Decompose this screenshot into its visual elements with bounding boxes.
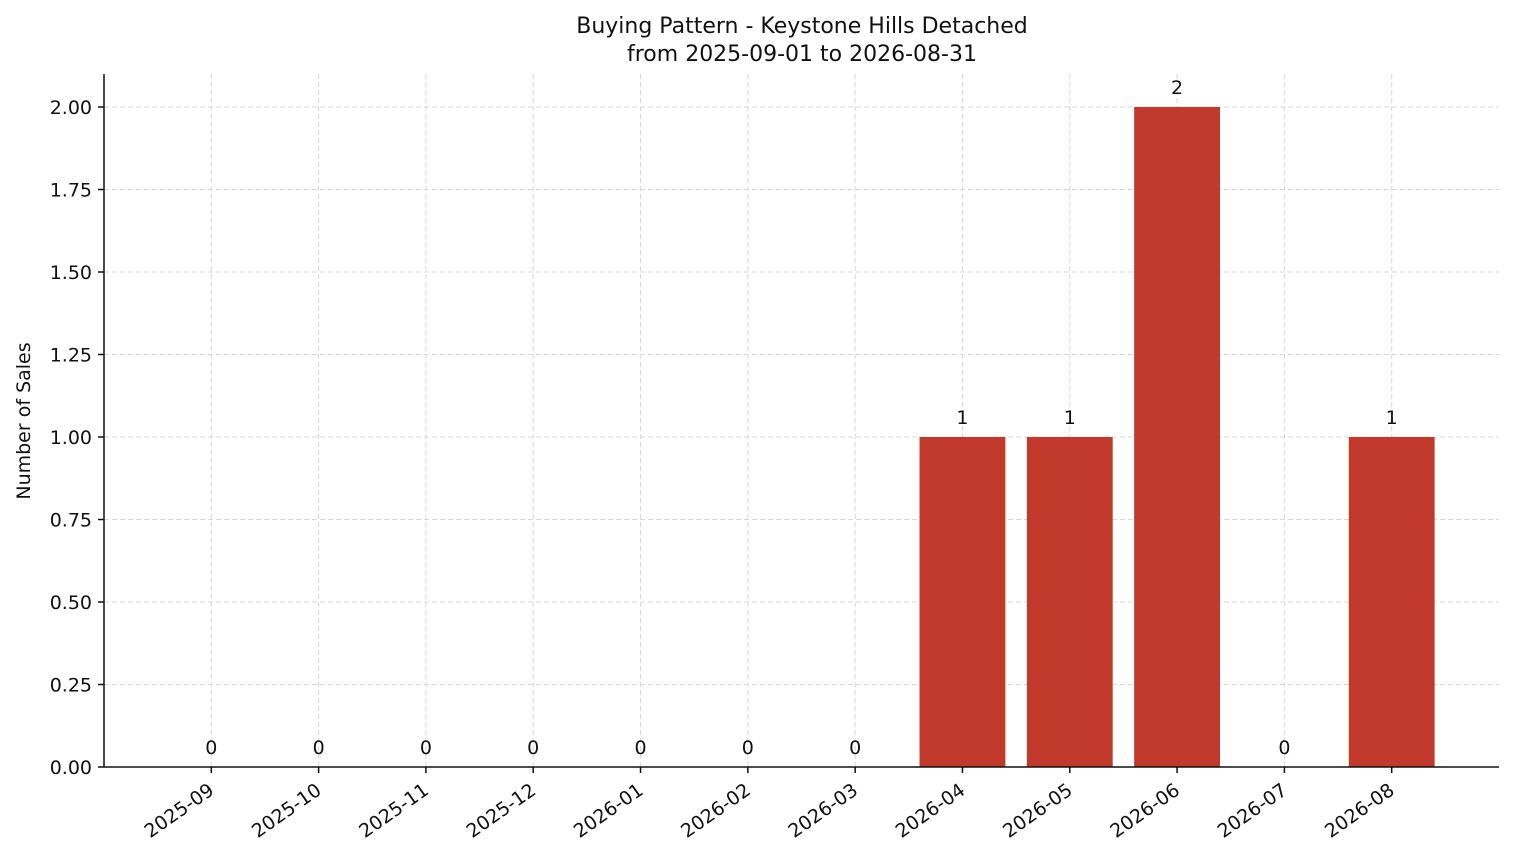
value-label: 1 xyxy=(1064,407,1076,429)
value-label: 0 xyxy=(742,737,754,759)
value-label: 1 xyxy=(1386,407,1398,429)
x-tick-label: 2026-05 xyxy=(999,779,1077,843)
x-tick-label: 2026-07 xyxy=(1214,779,1292,843)
y-tick-label: 0.25 xyxy=(50,675,92,697)
x-tick-label: 2025-11 xyxy=(355,779,433,843)
y-tick-label: 0.75 xyxy=(50,510,92,532)
value-label: 1 xyxy=(956,407,968,429)
bar xyxy=(1026,437,1113,767)
y-tick-label: 1.00 xyxy=(50,427,92,449)
x-tick-label: 2026-06 xyxy=(1106,779,1184,843)
value-label: 2 xyxy=(1171,77,1183,99)
x-tick-label: 2026-03 xyxy=(784,779,862,843)
x-tick-label: 2026-04 xyxy=(892,779,970,843)
y-tick-label: 1.50 xyxy=(50,262,92,284)
grid xyxy=(104,74,1499,768)
value-label: 0 xyxy=(527,737,539,759)
x-tick-label: 2026-01 xyxy=(570,779,648,843)
plot-area xyxy=(919,107,1435,767)
y-tick-label: 0.00 xyxy=(50,757,92,779)
y-tick-label: 1.75 xyxy=(50,180,92,202)
value-label: 0 xyxy=(420,737,432,759)
bar xyxy=(1134,107,1220,767)
x-tick-label: 2026-02 xyxy=(677,779,755,843)
value-label: 0 xyxy=(313,737,325,759)
y-tick-label: 2.00 xyxy=(50,97,92,119)
x-tick-label: 2026-08 xyxy=(1321,779,1399,843)
value-label: 0 xyxy=(634,737,646,759)
x-tick-label: 2025-12 xyxy=(462,779,540,843)
x-tick-label: 2025-09 xyxy=(141,779,219,843)
chart-subtitle: from 2025-09-01 to 2026-08-31 xyxy=(627,42,977,67)
value-label: 0 xyxy=(205,737,217,759)
bar xyxy=(919,437,1006,767)
y-tick-label: 0.50 xyxy=(50,592,92,614)
x-tick-label: 2025-10 xyxy=(248,779,326,843)
value-label: 0 xyxy=(1278,737,1290,759)
y-tick-label: 1.25 xyxy=(50,345,92,367)
value-label: 0 xyxy=(849,737,861,759)
bar xyxy=(1348,437,1435,767)
chart-title: Buying Pattern - Keystone Hills Detached xyxy=(576,14,1028,39)
y-axis-label: Number of Sales xyxy=(13,342,35,499)
